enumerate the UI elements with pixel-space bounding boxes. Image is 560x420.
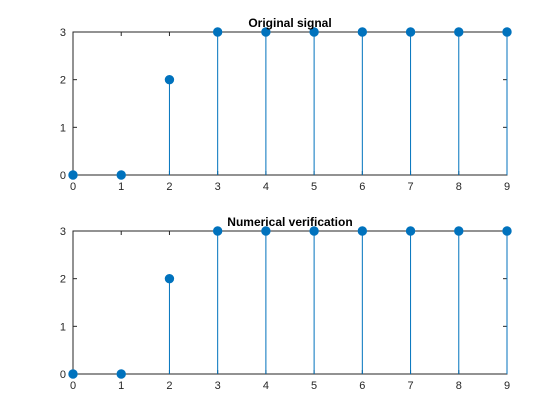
x-tick-label: 3 <box>215 181 221 193</box>
y-tick-label: 3 <box>60 226 66 238</box>
stem-marker <box>68 170 78 180</box>
stem-marker <box>212 27 223 37</box>
x-tick-label: 2 <box>166 380 172 392</box>
x-tick-label: 9 <box>504 181 510 193</box>
axes-box <box>72 31 508 176</box>
x-tick-label: 0 <box>70 380 76 392</box>
stem-marker <box>116 369 126 379</box>
x-tick-label: 8 <box>456 181 462 193</box>
x-tick-label: 1 <box>118 181 124 193</box>
stem-marker <box>309 27 319 37</box>
stem-marker <box>405 27 416 37</box>
stem-marker <box>164 273 175 284</box>
x-tick-label: 2 <box>166 181 172 193</box>
y-tick-label: 0 <box>60 170 66 182</box>
stem-marker <box>357 226 368 236</box>
x-tick-label: 1 <box>118 380 124 392</box>
subplot-original-signal: 0 1 2 3 4 5 6 7 8 9 0 1 2 3 Original signal <box>60 16 512 193</box>
x-tick-label: 6 <box>359 380 365 392</box>
stem-marker <box>261 226 271 236</box>
x-tick-label: 0 <box>70 181 76 193</box>
y-tick-label: 1 <box>60 321 66 333</box>
stem-marker <box>502 27 512 37</box>
x-tick-label: 4 <box>263 380 269 392</box>
x-tick-label: 9 <box>504 380 510 392</box>
stem-marker <box>212 226 223 236</box>
stem-marker <box>502 226 512 236</box>
chart-title: Original signal <box>248 16 331 30</box>
x-tick-label: 4 <box>263 181 269 193</box>
x-tick-label: 5 <box>311 181 317 193</box>
x-tick-label: 3 <box>215 380 221 392</box>
y-tick-label: 2 <box>60 274 66 286</box>
y-tick-label: 3 <box>60 27 66 39</box>
x-tick-label: 7 <box>407 181 413 193</box>
stem-marker <box>357 27 368 37</box>
stem-marker <box>454 27 464 37</box>
chart-title: Numerical verification <box>227 215 352 229</box>
y-tick-label: 0 <box>60 369 66 381</box>
y-tick-label: 1 <box>60 122 66 134</box>
stem-marker <box>261 27 271 37</box>
x-tick-label: 5 <box>311 380 317 392</box>
x-tick-label: 7 <box>407 380 413 392</box>
stem-marker <box>68 369 78 379</box>
subplot-numerical-verification: 0 1 2 3 4 5 6 7 8 9 0 1 2 3 Numerical verification <box>60 215 512 392</box>
x-tick-label: 8 <box>456 380 462 392</box>
stem-marker <box>164 74 175 85</box>
stem-marker <box>405 226 416 236</box>
stem-marker <box>454 226 464 236</box>
stem-marker <box>309 226 319 236</box>
axes-box <box>72 230 508 375</box>
stem-marker <box>116 170 126 180</box>
x-tick-label: 6 <box>359 181 365 193</box>
y-tick-label: 2 <box>60 75 66 87</box>
